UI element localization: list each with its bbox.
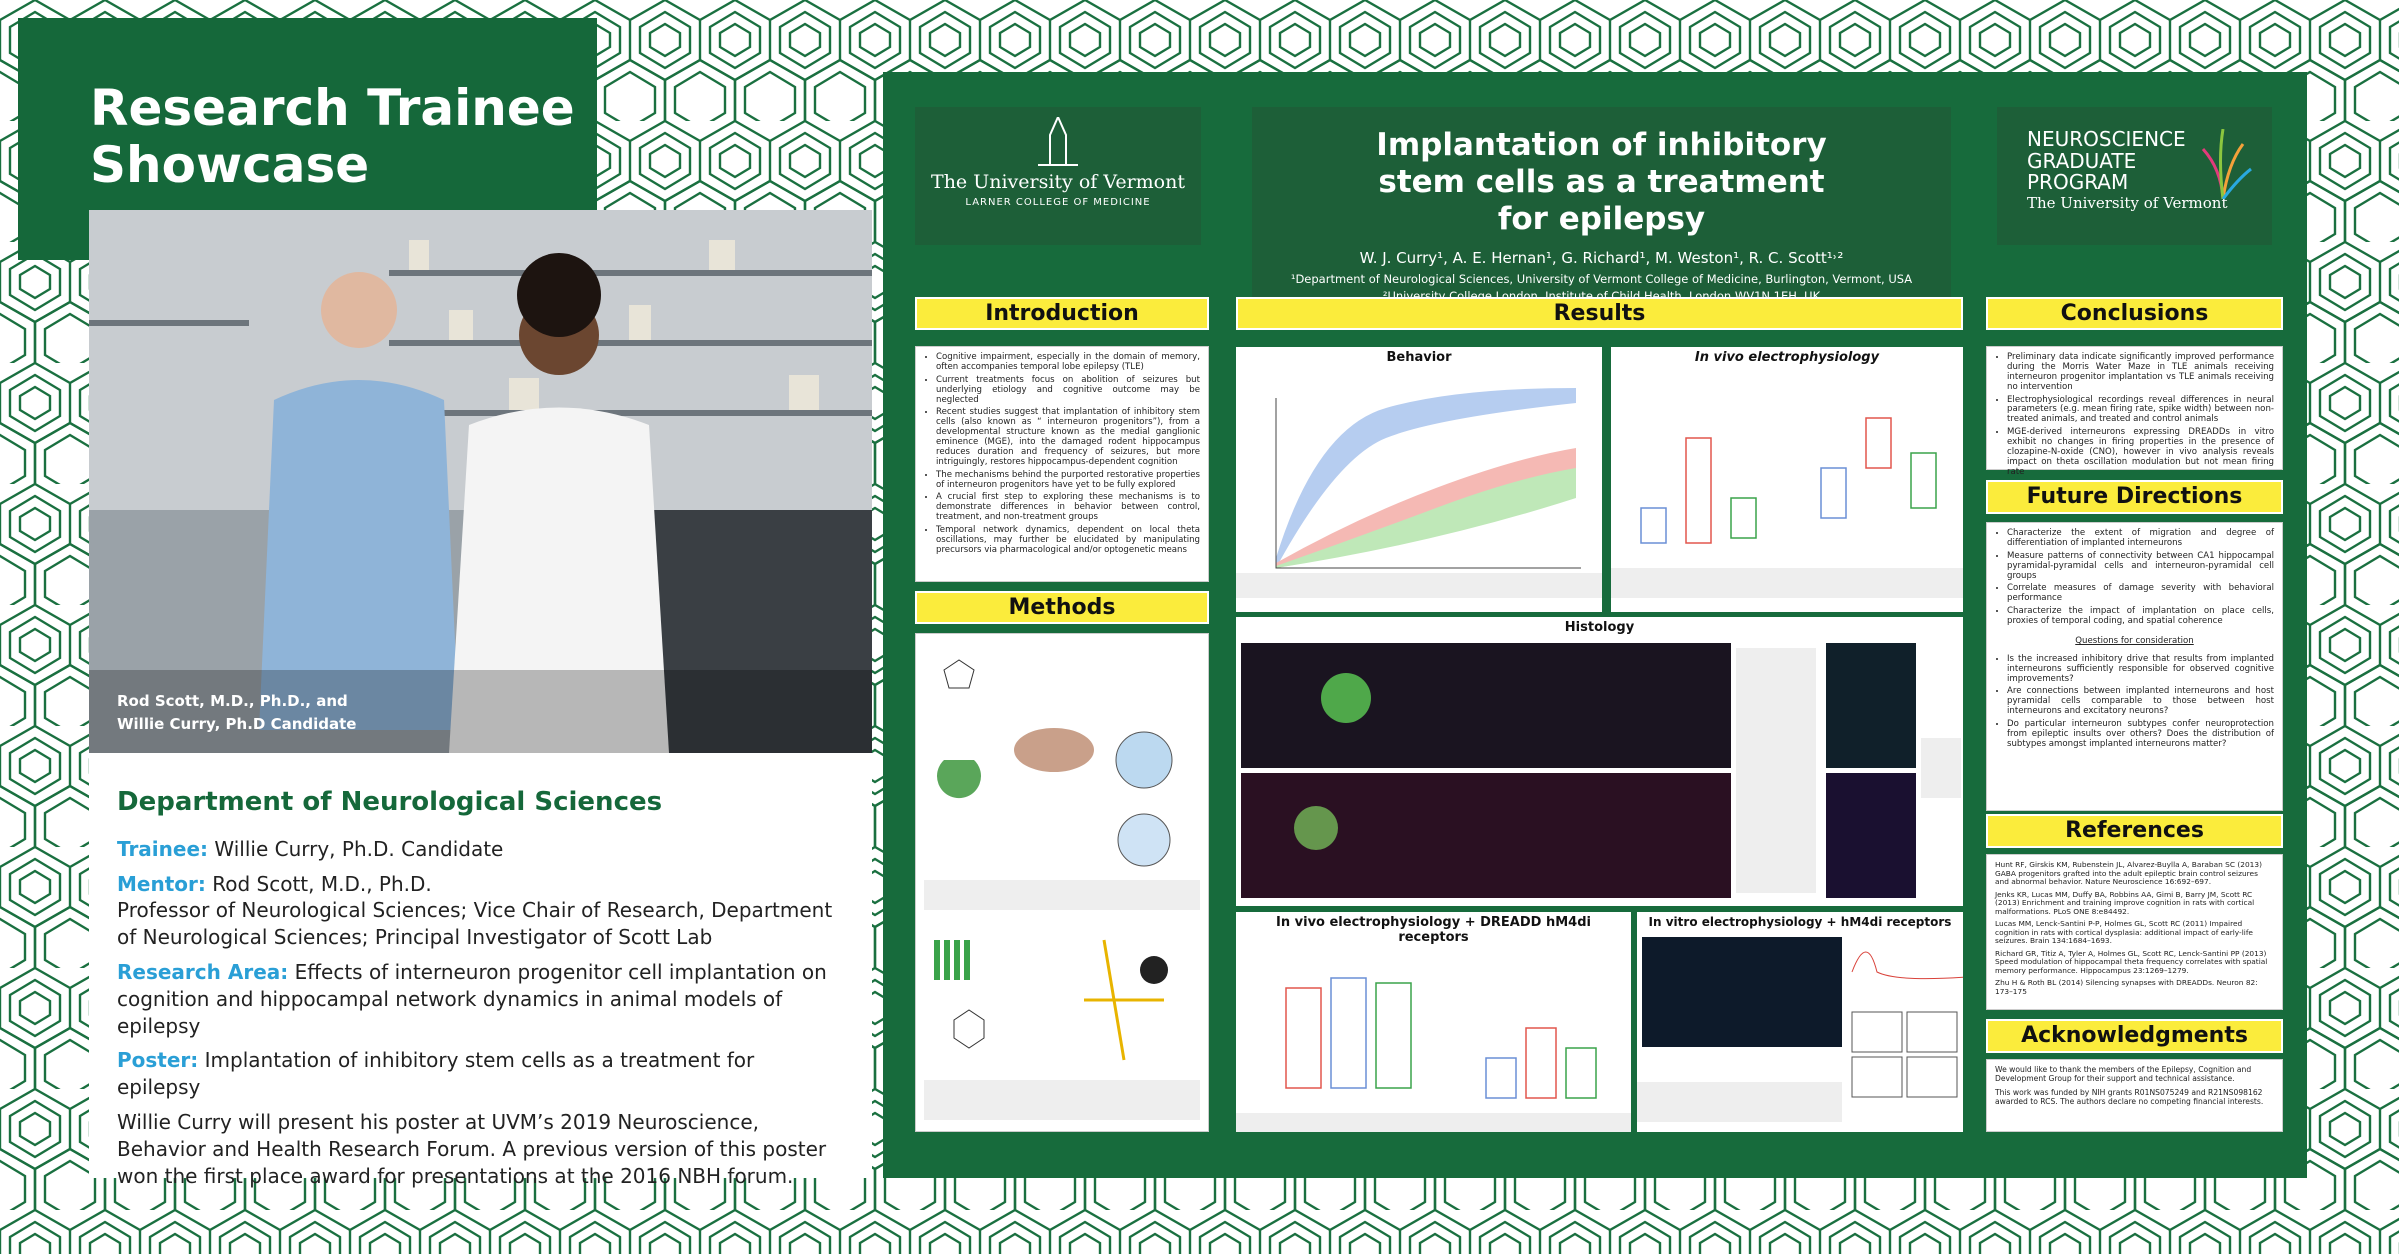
uvm-icon (1038, 114, 1078, 166)
behavior-panel: Behavior (1236, 347, 1602, 612)
invitro-panel: In vitro electrophysiology + hM4di recep… (1637, 912, 1963, 1132)
panel-title: Behavior (1386, 350, 1452, 365)
field: Research Area: Effects of interneuron pr… (117, 959, 842, 1039)
bullet: Temporal network dynamics, dependent on … (936, 525, 1200, 556)
ngp-line: PROGRAM (2027, 170, 2129, 195)
affiliation: ¹Department of Neurological Sciences, Un… (1290, 271, 1913, 286)
methods-box (915, 633, 1209, 1132)
reference: Zhu H & Roth BL (2014) Silencing synapse… (1995, 978, 2258, 996)
department: Department of Neurological Sciences (117, 787, 663, 817)
questions-heading: Questions for consideration (2075, 635, 2194, 646)
future-box: Characterize the extent of migration and… (1986, 522, 2283, 811)
methods-figures (924, 659, 1200, 1120)
section-header: Conclusions (1986, 297, 2283, 330)
field-text: Effects of interneuron progenitor cell i… (117, 960, 827, 1038)
bullet: Recent studies suggest that implantation… (936, 407, 1200, 467)
bullet: MGE-derived interneurons expressing DREA… (2007, 427, 2274, 477)
section-header: Introduction (915, 297, 1209, 330)
poster-title: Implantation of inhibitory stem cells as… (1376, 127, 1827, 238)
photo-scene (89, 210, 872, 753)
field-text: Willie Curry, Ph.D. Candidate (214, 836, 504, 861)
ngp-line: GRADUATE (2027, 148, 2137, 173)
bullet: Preliminary data indicate significantly … (2007, 352, 2274, 393)
bullet: Are connections between implanted intern… (2007, 686, 2274, 717)
histology-figure (1241, 643, 1961, 898)
bullet: A crucial first step to exploring these … (936, 492, 1200, 523)
uvm-college: LARNER COLLEGE OF MEDICINE (965, 197, 1151, 208)
bullet: Current treatments focus on abolition of… (936, 375, 1200, 406)
dreadd-figure (1236, 977, 1631, 1132)
field-detail: Professor of Neurological Sciences; Vice… (117, 898, 833, 950)
ephys-figure (1611, 417, 1963, 598)
field-text: Rod Scott, M.D., Ph.D. (212, 871, 432, 896)
fields: Trainee: Willie Curry, Ph.D. Candidate Me… (117, 836, 842, 1101)
section-header: Future Directions (1986, 480, 2283, 514)
description: Willie Curry will present his poster at … (117, 1110, 827, 1188)
title-block: Implantation of inhibitory stem cells as… (1252, 107, 1951, 312)
ngp-university: The University of Vermont (2027, 193, 2228, 212)
bullet: Measure patterns of connectivity between… (2007, 551, 2274, 582)
uvm-logo: The University of Vermont LARNER COLLEGE… (915, 107, 1201, 245)
photo: Rod Scott, M.D., Ph.D., and Willie Curry… (89, 210, 872, 753)
field-label: Research Area: (117, 960, 289, 985)
ack-paragraph: We would like to thank the members of th… (1995, 1065, 2252, 1083)
ack-paragraph: This work was funded by NIH grants R01NS… (1995, 1088, 2264, 1107)
field-label: Trainee: (117, 836, 209, 861)
photo-caption: Rod Scott, M.D., Ph.D., and Willie Curry… (117, 692, 357, 733)
panel-title: In vivo electrophysiology + DREADD hM4di… (1276, 915, 1591, 945)
section-header: References (1986, 814, 2283, 848)
invitro-figure (1637, 937, 1963, 1122)
field-text: Implantation of inhibitory stem cells as… (117, 1048, 755, 1100)
uvm-name: The University of Vermont (931, 171, 1185, 193)
field-label: Poster: (117, 1048, 199, 1073)
intro-box: Cognitive impairment, especially in the … (915, 346, 1209, 582)
field: Poster: Implantation of inhibitory stem … (117, 1047, 842, 1101)
dreadd-panel: In vivo electrophysiology + DREADD hM4di… (1236, 912, 1631, 1132)
bullet: Electrophysiological recordings reveal d… (2007, 395, 2274, 426)
bullet: Characterize the impact of implantation … (2007, 606, 2274, 627)
bullet: Is the increased inhibitory drive that r… (2007, 654, 2274, 685)
field: Trainee: Willie Curry, Ph.D. Candidate (117, 836, 842, 863)
authors: W. J. Curry¹, A. E. Hernan¹, G. Richard¹… (1359, 248, 1844, 267)
panel-title: Histology (1564, 620, 1635, 635)
ngp-icon (2201, 129, 2252, 199)
bullet: Correlate measures of damage severity wi… (2007, 583, 2274, 604)
reference: Jenks KR, Lucas MM, Duffy BA, Robbins AA… (1995, 889, 2255, 916)
field: Mentor: Rod Scott, M.D., Ph.D. Professor … (117, 871, 842, 951)
bullet: Cognitive impairment, especially in the … (936, 352, 1200, 373)
section-header: Methods (915, 591, 1209, 624)
section-header: Results (1236, 297, 1963, 330)
profile: Department of Neurological Sciences Trai… (89, 753, 872, 1188)
reference: Richard GR, Titiz A, Tyler A, Holmes GL,… (1995, 948, 2268, 975)
reference: Hunt RF, Girskis KM, Rubenstein JL, Alva… (1995, 860, 2262, 887)
behavior-figure (1236, 388, 1602, 598)
ngp-logo: NEUROSCIENCE GRADUATE PROGRAM The Universi… (1997, 107, 2272, 245)
ephys-panel: In vivo electrophysiology (1611, 347, 1963, 612)
bullet: Characterize the extent of migration and… (2007, 528, 2274, 549)
panel-title: In vitro electrophysiology + hM4di recep… (1648, 915, 1952, 929)
conclusions-box: Preliminary data indicate significantly … (1986, 346, 2283, 477)
field-label: Mentor: (117, 871, 206, 896)
ack-box: We would like to thank the members of th… (1986, 1059, 2283, 1132)
ngp-lines: NEUROSCIENCE GRADUATE PROGRAM (2027, 127, 2272, 195)
histology-panel: Histology (1236, 617, 1963, 906)
reference: Lucas MM, Lenck-Santini P-P, Holmes GL, … (1995, 919, 2253, 946)
references-box: Hunt RF, Girskis KM, Rubenstein JL, Alva… (1986, 854, 2283, 1010)
section-header: Acknowledgments (1986, 1019, 2283, 1053)
panel-title: In vivo electrophysiology (1694, 350, 1880, 365)
ngp-line: NEUROSCIENCE (2027, 127, 2186, 151)
bullet: Do particular interneuron subtypes confe… (2007, 719, 2274, 750)
poster: The University of Vermont LARNER COLLEGE… (883, 72, 2307, 1178)
bullet: The mechanisms behind the purported rest… (936, 470, 1200, 491)
